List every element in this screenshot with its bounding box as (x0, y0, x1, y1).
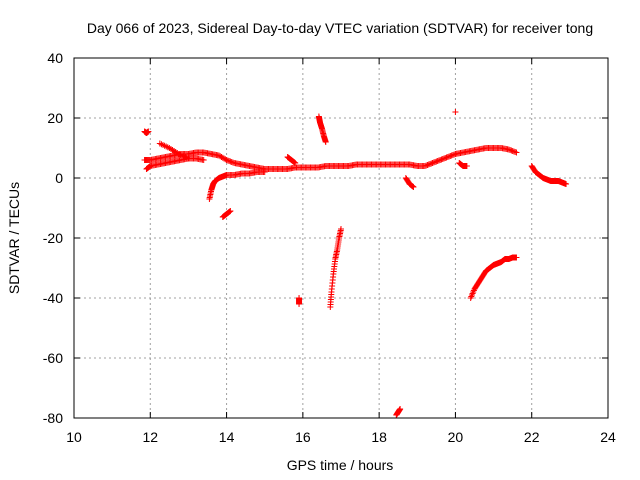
x-tick-label: 12 (142, 429, 158, 445)
series-blip-20-2 (456, 160, 470, 169)
x-tick-label: 22 (524, 429, 540, 445)
data-point (296, 301, 303, 307)
data-point (185, 155, 192, 162)
data-point (227, 208, 234, 214)
series-blip-15-9 (296, 295, 303, 307)
series-tail (528, 163, 570, 187)
chart-title: Day 066 of 2023, Sidereal Day-to-day VTE… (87, 20, 593, 36)
x-axis-label: GPS time / hours (287, 457, 394, 473)
y-axis-ticks: 40 20 0 -20 -40 -60 -80 (43, 50, 608, 426)
x-tick-label: 24 (600, 429, 616, 445)
series-blip-11-9 (141, 128, 152, 136)
y-tick-label: 20 (47, 110, 63, 126)
data-point (563, 181, 570, 187)
y-tick-label: -60 (43, 350, 63, 366)
x-tick-label: 10 (66, 429, 82, 445)
series-upper-arc (156, 140, 192, 162)
series-recovery-curve (467, 254, 520, 301)
y-tick-label: -80 (43, 410, 63, 426)
data-points (141, 109, 570, 418)
series-blip-20-0 (452, 109, 459, 115)
data-point (200, 157, 207, 163)
data-point (261, 169, 268, 175)
series-descending-trace (206, 169, 268, 202)
series-main-band (141, 145, 520, 172)
data-point (338, 226, 344, 232)
x-tick-label: 14 (219, 429, 235, 445)
x-tick-label: 16 (295, 429, 311, 445)
x-tick-label: 20 (448, 429, 464, 445)
data-point (397, 406, 404, 412)
data-point (463, 163, 470, 169)
series-blip-18-5 (393, 406, 404, 418)
series-blip-14-0 (219, 208, 234, 220)
data-point (513, 254, 520, 261)
data-point (322, 139, 329, 145)
data-point (145, 128, 152, 135)
data-point (292, 160, 299, 166)
data-point (452, 109, 459, 115)
data-point (410, 184, 417, 190)
series-steep-trace-16-8 (327, 226, 344, 310)
y-tick-label: -20 (43, 230, 63, 246)
y-axis-label: SDTVAR / TECUs (6, 182, 22, 294)
x-axis-ticks: 10 12 14 16 18 20 22 24 (66, 58, 616, 445)
series-blip-18-8 (402, 175, 417, 190)
x-tick-label: 18 (371, 429, 387, 445)
series-blip-15-7 (284, 154, 299, 166)
series-steep-trace-16-5 (315, 113, 329, 145)
data-point (222, 156, 229, 163)
series-lower-band (143, 155, 207, 172)
y-tick-label: 40 (47, 50, 63, 66)
y-tick-label: -40 (43, 290, 63, 306)
data-point (513, 149, 520, 156)
y-tick-label: 0 (55, 170, 63, 186)
